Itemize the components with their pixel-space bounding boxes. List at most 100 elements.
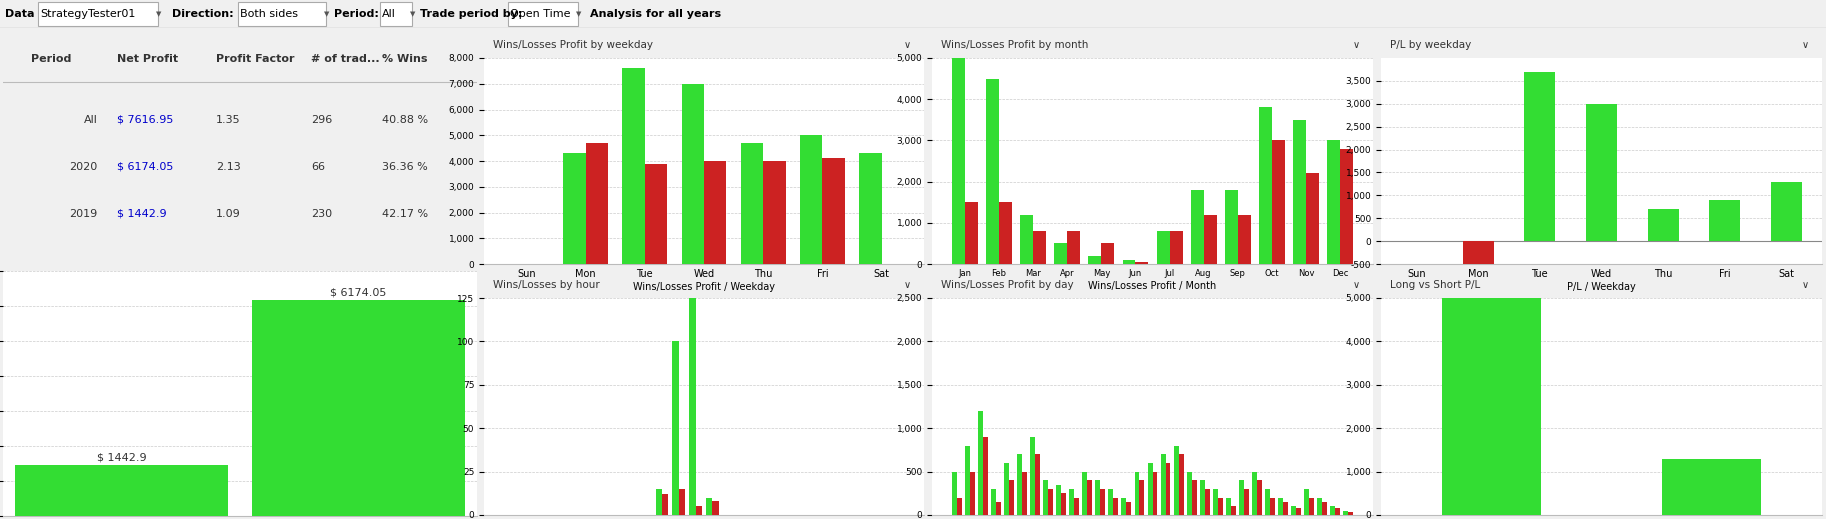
Bar [1225, 498, 1231, 515]
Bar [982, 437, 988, 515]
Bar [1269, 498, 1275, 515]
Bar [1021, 214, 1034, 264]
Bar [1136, 262, 1149, 264]
Bar [1328, 141, 1340, 264]
Text: ▼: ▼ [411, 11, 415, 17]
Bar [1010, 480, 1013, 515]
Text: ∨: ∨ [1353, 280, 1360, 290]
Bar [1293, 120, 1306, 264]
X-axis label: P/L / Weekday: P/L / Weekday [1567, 282, 1636, 292]
Bar [966, 445, 970, 515]
Bar [964, 202, 979, 264]
Text: Analysis for all years: Analysis for all years [590, 9, 721, 19]
Bar [645, 163, 666, 264]
Bar [1035, 454, 1041, 515]
Text: Both sides: Both sides [239, 9, 298, 19]
Bar [1709, 200, 1740, 241]
Text: ∨: ∨ [904, 40, 911, 50]
Bar [1662, 459, 1762, 515]
Bar [997, 502, 1001, 515]
Bar [1309, 498, 1315, 515]
Bar [661, 494, 668, 515]
Text: Long vs Short P/L: Long vs Short P/L [1390, 280, 1481, 290]
Bar [1304, 489, 1309, 515]
Text: Net Profit: Net Profit [117, 54, 177, 64]
Bar [1348, 512, 1353, 515]
Text: 2019: 2019 [69, 209, 99, 218]
Bar [705, 161, 727, 264]
Bar [1205, 489, 1209, 515]
Text: Data: Data [5, 9, 35, 19]
Bar [951, 472, 957, 515]
Text: # of trad...: # of trad... [310, 54, 380, 64]
Bar [763, 161, 785, 264]
Text: Wins/Losses Profit by month: Wins/Losses Profit by month [940, 40, 1088, 50]
Text: $ 7616.95: $ 7616.95 [117, 115, 173, 125]
Text: Trade period by:: Trade period by: [420, 9, 522, 19]
Bar [1322, 502, 1328, 515]
Text: 2.13: 2.13 [215, 162, 241, 172]
Text: ∨: ∨ [1353, 40, 1360, 50]
Bar [951, 58, 964, 264]
Bar [1273, 141, 1286, 264]
Bar [1048, 489, 1054, 515]
Bar [1178, 454, 1183, 515]
Text: $ 1442.9: $ 1442.9 [97, 453, 146, 463]
Bar [1066, 231, 1081, 264]
Bar [1238, 480, 1244, 515]
Bar [1017, 454, 1023, 515]
Bar [1443, 289, 1541, 515]
Bar [1108, 489, 1114, 515]
Bar [1278, 498, 1284, 515]
Bar [1463, 241, 1494, 264]
Text: ▼: ▼ [323, 11, 329, 17]
Text: 1.09: 1.09 [215, 209, 241, 218]
Text: % Wins: % Wins [382, 54, 427, 64]
Bar [1335, 508, 1340, 515]
Bar [1152, 472, 1158, 515]
Bar [237, 2, 327, 26]
Bar [1244, 489, 1249, 515]
Bar [1187, 472, 1192, 515]
Bar [1165, 463, 1170, 515]
Bar [252, 300, 466, 516]
Bar [1191, 190, 1203, 264]
Bar [1074, 498, 1079, 515]
Text: Wins/Losses Profit by day: Wins/Losses Profit by day [940, 280, 1074, 290]
Text: Direction:: Direction: [172, 9, 234, 19]
Bar [1306, 173, 1318, 264]
Bar [38, 2, 159, 26]
Bar [1587, 104, 1616, 241]
Bar [986, 78, 999, 264]
Bar [1317, 498, 1322, 515]
Bar [822, 158, 845, 264]
Bar [1083, 472, 1086, 515]
Bar [679, 489, 685, 515]
Bar [1258, 107, 1273, 264]
Bar [999, 202, 1012, 264]
Text: $ 6174.05: $ 6174.05 [331, 287, 387, 297]
Text: ▼: ▼ [575, 11, 581, 17]
Bar [1161, 454, 1165, 515]
Bar [957, 498, 962, 515]
Text: $ 1442.9: $ 1442.9 [117, 209, 166, 218]
Bar [1139, 480, 1145, 515]
Bar [1127, 502, 1132, 515]
Bar [1096, 480, 1101, 515]
Bar [707, 498, 712, 515]
Text: Profit Factor: Profit Factor [215, 54, 294, 64]
Bar [1771, 182, 1802, 241]
Bar [1291, 507, 1296, 515]
Bar [1218, 498, 1223, 515]
Bar [1329, 507, 1335, 515]
Text: ▼: ▼ [155, 11, 161, 17]
Bar [1169, 231, 1183, 264]
Bar [800, 135, 822, 264]
Bar [858, 153, 882, 264]
Text: StrategyTester01: StrategyTester01 [40, 9, 135, 19]
Bar [1647, 209, 1678, 241]
Bar [1088, 256, 1101, 264]
Text: ∨: ∨ [904, 280, 911, 290]
Bar [1034, 231, 1046, 264]
Bar [688, 289, 696, 515]
